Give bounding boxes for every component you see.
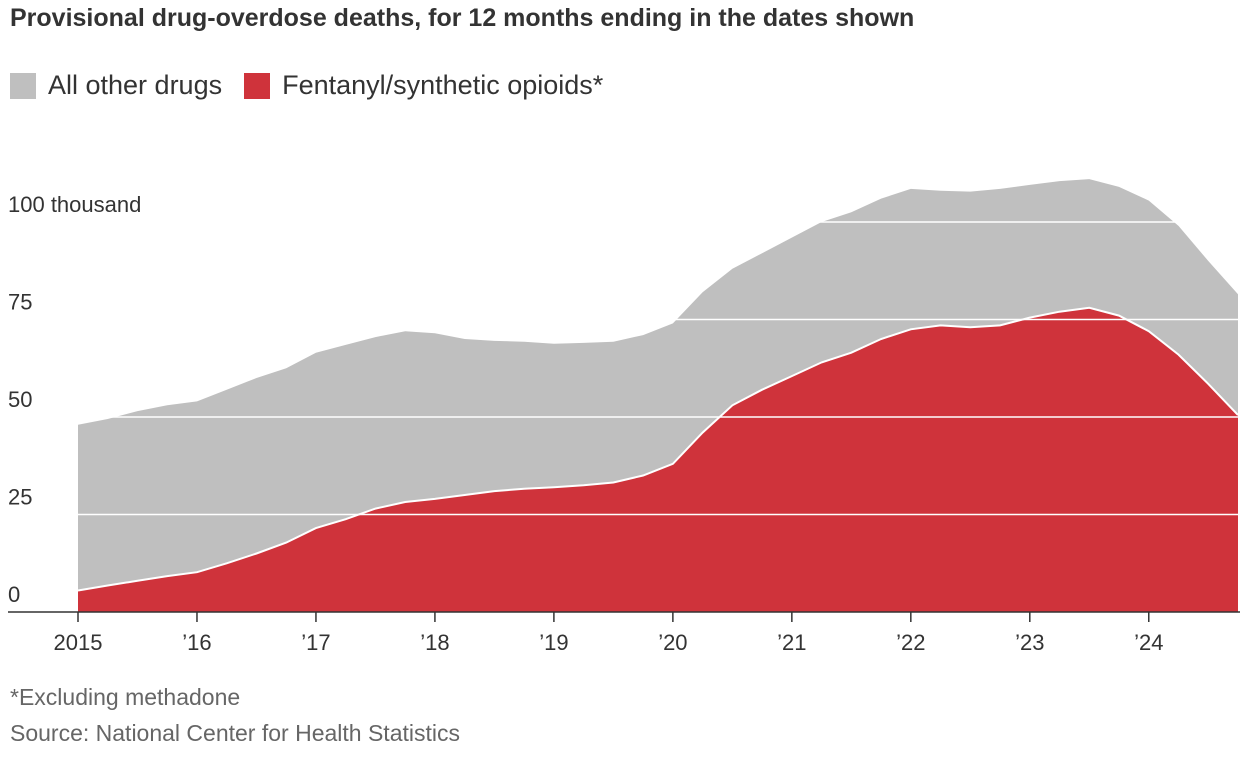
- x-tick-label-2023: ’23: [1015, 630, 1044, 655]
- x-tick-label-2017: ’17: [301, 630, 330, 655]
- legend-item-other: All other drugs: [10, 70, 222, 101]
- y-tick-label-50: 50: [8, 387, 32, 412]
- y-tick-label-100: 100 thousand: [8, 192, 141, 217]
- area-fentanyl: [78, 307, 1238, 612]
- legend-swatch-other: [10, 72, 36, 99]
- legend: All other drugs Fentanyl/synthetic opioi…: [10, 70, 625, 101]
- legend-label-other: All other drugs: [48, 70, 223, 100]
- x-tick-label-2020: ’20: [658, 630, 687, 655]
- y-tick-label-0: 0: [8, 582, 20, 607]
- chart-title: Provisional drug-overdose deaths, for 12…: [10, 4, 915, 32]
- legend-label-fentanyl: Fentanyl/synthetic opioids*: [282, 70, 604, 100]
- y-tick-label-75: 75: [8, 290, 32, 315]
- x-tick-label-2018: ’18: [420, 630, 449, 655]
- fentanyl-top-line: [77, 306, 1239, 592]
- y-axis-labels: 0 25 50 75 100 thousand: [8, 192, 141, 607]
- y-tick-label-25: 25: [8, 485, 32, 510]
- source-note: Source: National Center for Health Stati…: [10, 720, 460, 746]
- gridlines: [8, 221, 1240, 516]
- x-tick-label-2024: ’24: [1134, 630, 1163, 655]
- x-tick-label-2016: ’16: [182, 630, 211, 655]
- legend-swatch-fentanyl: [244, 72, 271, 99]
- x-tick-label-2021: ’21: [777, 630, 806, 655]
- x-tick-label-2015: 2015: [54, 630, 103, 655]
- legend-item-fentanyl: Fentanyl/synthetic opioids*: [244, 70, 603, 101]
- x-tick-label-2019: ’19: [539, 630, 568, 655]
- x-tick-label-2022: ’22: [896, 630, 925, 655]
- footnote: *Excluding methadone: [10, 684, 241, 710]
- x-axis-ticks: 2015 ’16 ’17 ’18 ’19 ’20 ’21 ’22 ’23 ’24: [54, 612, 1163, 655]
